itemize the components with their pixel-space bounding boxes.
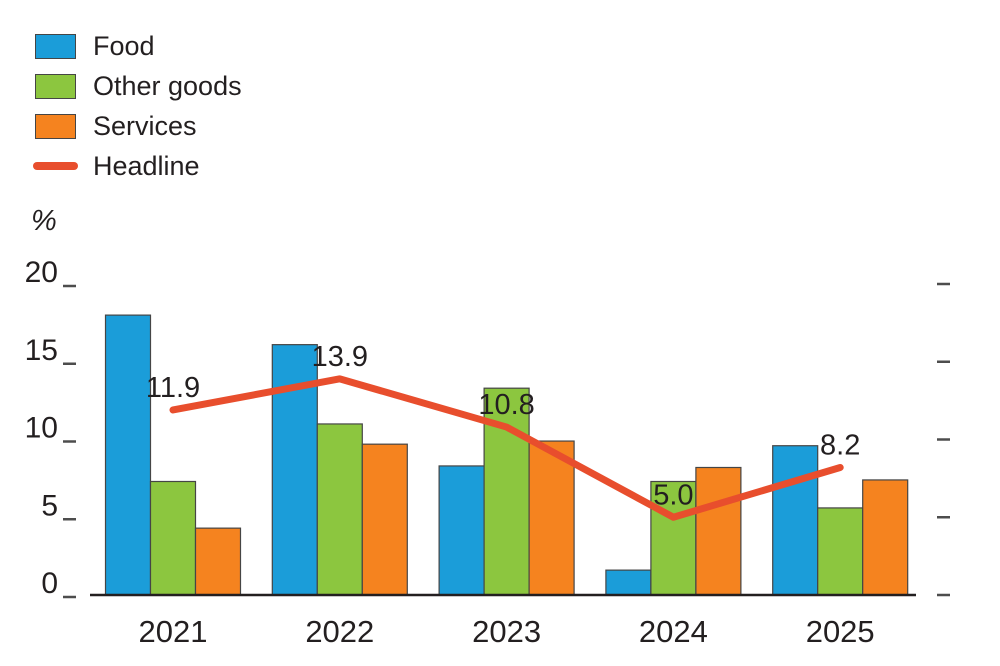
food-swatch-icon (35, 33, 76, 59)
bar-other-goods-2021 (149, 480, 197, 596)
legend-item-headline: Headline (33, 146, 242, 186)
legend-label-services: Services (93, 110, 197, 141)
x-tick-label: 2024 (639, 614, 708, 649)
headline-value-label: 13.9 (312, 341, 368, 373)
x-tick-label: 2025 (806, 614, 875, 649)
y-tick-label: 0 (41, 567, 58, 600)
legend-item-food: Food (35, 26, 242, 66)
legend-item-services: Services (35, 106, 242, 146)
bar-food-2023 (438, 465, 485, 596)
bar-services-2022 (361, 443, 408, 596)
y-tick-label: 5 (41, 489, 58, 522)
x-tick-label: 2023 (472, 614, 541, 649)
headline-value-label: 5.0 (653, 479, 693, 511)
legend-label-headline: Headline (93, 150, 200, 181)
bar-services-2021 (194, 527, 242, 596)
services-swatch-icon (35, 113, 76, 139)
y-tick-label: 10 (25, 412, 58, 445)
bar-other-goods-2022 (316, 423, 363, 596)
y-tick-label: 20 (25, 256, 58, 289)
headline-line-swatch-icon (33, 162, 78, 170)
y-tick-label: 15 (25, 334, 58, 367)
bar-services-2025 (862, 479, 909, 596)
headline-value-label: 11.9 (146, 372, 200, 404)
bar-food-2025 (772, 445, 819, 596)
x-tick-label: 2021 (139, 614, 208, 649)
headline-value-label: 10.8 (478, 389, 534, 421)
bar-services-2023 (528, 440, 575, 596)
legend: Food Other goods Services Headline (33, 26, 242, 186)
bar-food-2024 (605, 569, 652, 596)
bar-services-2024 (695, 466, 742, 596)
percent-axis-label: % (31, 205, 57, 237)
headline-line (169, 375, 844, 521)
bar-other-goods-2025 (817, 507, 864, 596)
legend-label-food: Food (93, 30, 155, 61)
legend-label-other-goods: Other goods (93, 70, 242, 101)
bar-food-2021 (104, 314, 152, 596)
other-goods-swatch-icon (35, 73, 76, 99)
headline-value-label: 8.2 (820, 429, 860, 461)
legend-item-other-goods: Other goods (35, 66, 242, 106)
x-tick-label: 2022 (305, 614, 374, 649)
